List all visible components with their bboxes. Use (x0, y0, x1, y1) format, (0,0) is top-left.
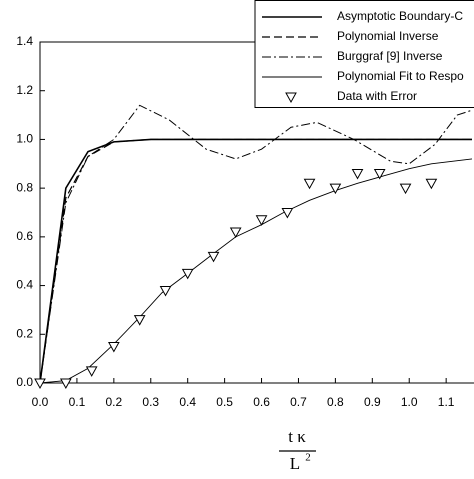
data-point (159, 285, 172, 297)
legend-label: Asymptotic Boundary-C (337, 9, 463, 23)
data-point (425, 178, 438, 190)
data-point (399, 183, 412, 195)
x-tick-label: 0.9 (364, 395, 381, 409)
x-tick-label: 0.0 (32, 395, 49, 409)
data-point (85, 366, 98, 377)
x-tick-label: 0.4 (179, 395, 196, 409)
data-point (351, 169, 364, 180)
data-point (255, 215, 268, 226)
x-label-exponent: 2 (305, 452, 311, 464)
legend-marker (285, 92, 297, 104)
y-tick-label: 1.2 (16, 83, 33, 97)
legend-label: Polynomial Fit to Respo (337, 69, 464, 83)
y-tick-label: 0.8 (16, 180, 33, 194)
x-label-numerator: t κ (288, 427, 306, 446)
data-point (181, 268, 194, 280)
x-tick-label: 0.1 (69, 395, 86, 409)
data-point (34, 378, 46, 390)
y-tick-label: 1.0 (16, 132, 33, 146)
series-line (39, 104, 473, 384)
data-point (207, 251, 220, 263)
x-tick-label: 0.3 (142, 395, 159, 409)
x-tick-label: 0.5 (216, 395, 233, 409)
x-tick-label: 0.6 (253, 395, 270, 409)
data-point (59, 378, 72, 390)
legend-label: Polynomial Inverse (337, 29, 439, 43)
data-point (373, 169, 386, 180)
y-tick-label: 1.4 (16, 34, 33, 48)
data-point (281, 208, 294, 219)
y-tick-label: 0.4 (16, 278, 33, 292)
y-tick-label: 0.2 (16, 326, 33, 340)
series-line (39, 138, 472, 384)
x-tick-label: 0.8 (327, 395, 344, 409)
x-label-denominator: L (290, 454, 300, 473)
legend-label: Data with Error (337, 89, 417, 103)
y-tick-label: 0.0 (16, 375, 33, 389)
series-line (39, 158, 473, 384)
y-tick-label: 0.6 (16, 229, 33, 243)
legend-box (254, 0, 474, 108)
series-line (39, 138, 472, 384)
data-point (303, 178, 316, 190)
x-tick-label: 1.0 (401, 395, 418, 409)
data-point (229, 227, 242, 239)
data-point (329, 183, 342, 195)
legend-label: Burggraf [9] Inverse (337, 49, 443, 63)
data-point (107, 341, 120, 353)
x-tick-label: 0.7 (290, 395, 307, 409)
x-tick-label: 0.2 (106, 395, 123, 409)
data-point (133, 315, 146, 326)
x-tick-label: 1.1 (438, 395, 455, 409)
